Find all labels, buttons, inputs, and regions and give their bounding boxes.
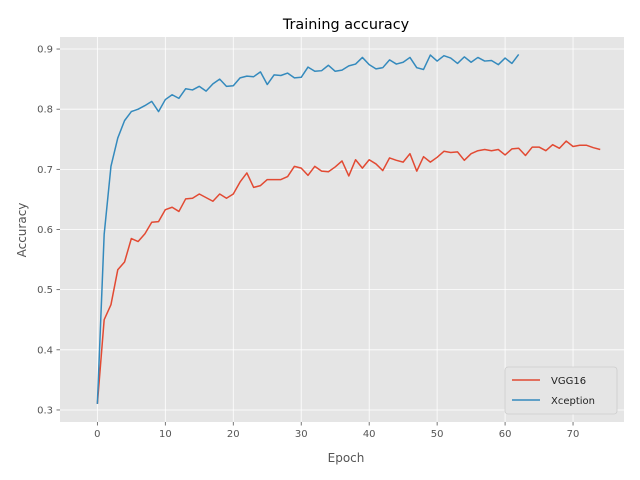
x-tick-label: 40 [363,429,376,440]
y-tick-label: 0.9 [37,45,53,56]
legend-label-xception: Xception [551,396,595,407]
grid [60,37,624,422]
x-tick-label: 70 [567,429,580,440]
series-line-xception [96,53,520,404]
legend: VGG16 Xception [504,366,618,415]
series-lines [96,53,601,405]
y-tick-label: 0.6 [37,225,53,236]
y-axis-label: Accuracy [15,203,29,258]
chart-title: Training accuracy [282,17,410,33]
y-axis: 0.3 0.4 0.5 0.6 0.7 0.8 0.9 [37,45,60,416]
legend-box [504,366,618,415]
x-tick-label: 30 [295,429,308,440]
y-tick-label: 0.3 [37,405,53,416]
x-axis-label: Epoch [328,451,365,465]
y-tick-label: 0.4 [37,345,53,356]
y-tick-label: 0.5 [37,285,53,296]
x-tick-label: 10 [159,429,172,440]
legend-label-vgg16: VGG16 [551,376,586,387]
x-tick-label: 0 [94,429,100,440]
y-tick-label: 0.7 [37,165,53,176]
x-tick-label: 60 [499,429,512,440]
series-line-vgg16 [96,140,601,405]
x-tick-label: 50 [431,429,444,440]
x-tick-label: 20 [227,429,240,440]
y-tick-label: 0.8 [37,105,53,116]
x-axis: 0 10 20 30 40 50 60 70 [94,422,579,440]
